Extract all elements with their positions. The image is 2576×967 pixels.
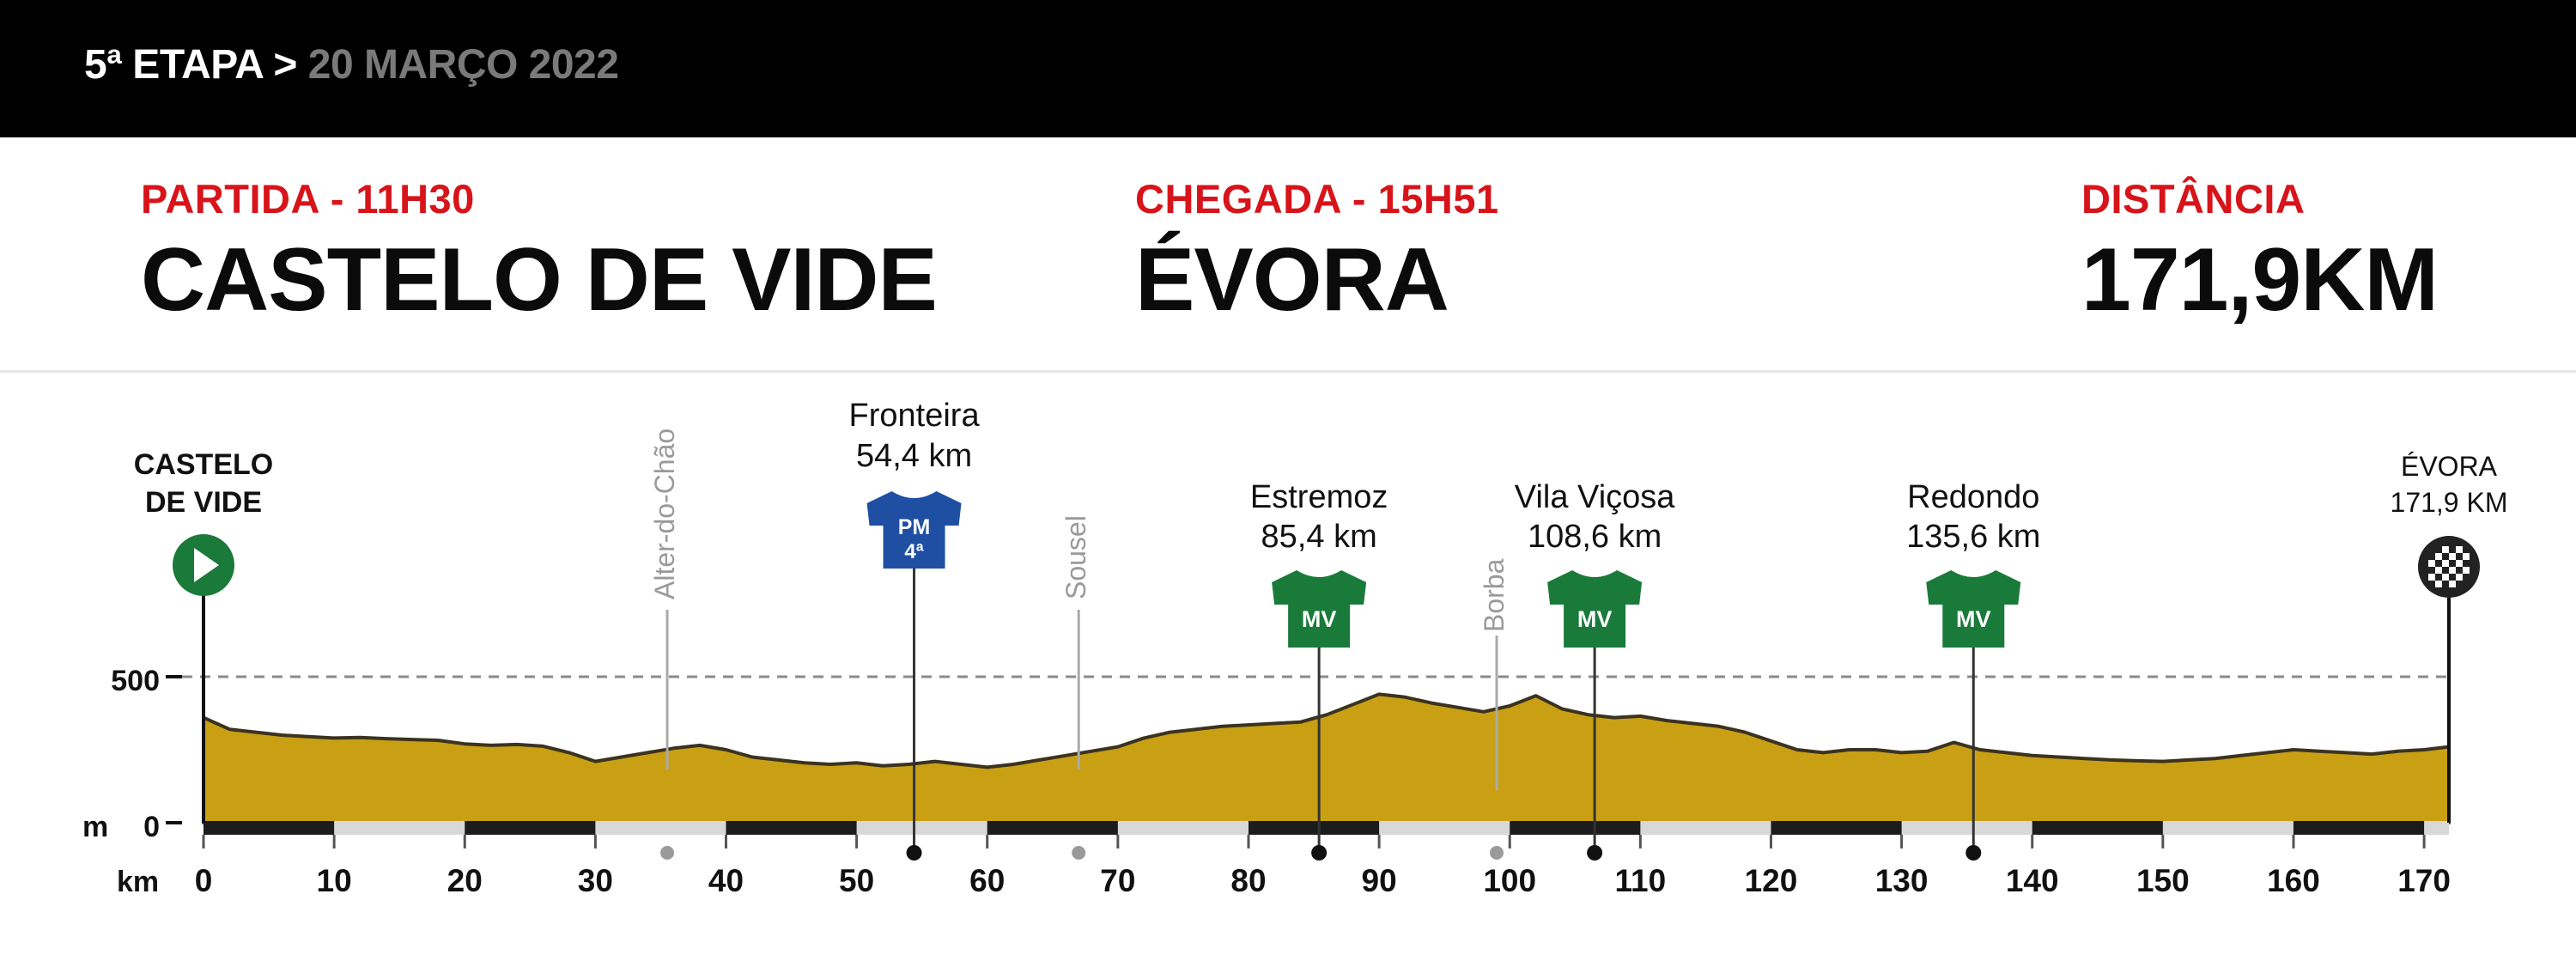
town-label: Alter-do-Chão [649,429,680,599]
sprint-jersey-icon: MV [1547,570,1643,648]
distance-bar-segment [1510,821,1641,835]
start-info: PARTIDA - 11H30 CASTELO DE VIDE [141,175,938,331]
distance-value: 171,9KM [2081,230,2439,330]
jersey-category: 4ª [904,540,923,563]
x-tick-label: 30 [578,863,613,898]
distance-bar-segment [2293,821,2425,835]
distance-bar-segment [465,821,596,835]
jersey-icon [1272,570,1367,648]
checkered-square [2435,581,2442,587]
checkered-square [2449,567,2456,574]
checkered-square [2463,567,2470,574]
checkpoint-dot [1587,845,1603,861]
checkered-square [2449,581,2456,587]
x-tick-label: 60 [969,863,1005,898]
checkered-square [2456,574,2463,581]
jersey-icon [1547,570,1643,648]
stage-date: 20 MARÇO 2022 [307,42,619,88]
town-marker-dot [660,846,675,860]
checkpoint-dot [1311,845,1327,861]
checkpoint-name: Fronteira [849,398,981,434]
x-tick-label: 120 [1745,863,1798,898]
x-tick-label: 50 [839,863,874,898]
checkpoint-km: 108,6 km [1528,519,1662,555]
section-divider [0,370,2576,373]
checkpoint-name: Vila Viçosa [1515,479,1675,515]
x-tick-label: 130 [1875,863,1929,898]
start-label: PARTIDA - 11H30 [141,176,475,222]
distance-label: DISTÂNCIA [2081,176,2306,222]
x-tick-label: 170 [2397,863,2451,898]
x-tick-label: 150 [2136,863,2190,898]
jersey-badge: MV [1577,606,1613,632]
checkered-square [2442,546,2449,553]
y-axis-unit: m [82,811,108,843]
finish-location: ÉVORA [1135,230,1449,330]
y-tick-label: 500 [111,665,160,697]
town-marker-dot [1490,846,1504,860]
x-tick-label: 90 [1362,863,1397,898]
checkered-square [2435,567,2442,574]
distance-bar-segment [1248,821,1380,835]
sprint-jersey-icon: MV [1272,570,1367,648]
x-tick-label: 0 [195,863,213,898]
x-axis-unit: km [117,866,159,898]
finish-label-line2: 171,9 KM [2391,487,2508,518]
distance-bar-segment [987,821,1118,835]
x-tick-label: 160 [2267,863,2320,898]
x-tick-label: 20 [447,863,483,898]
x-tick-label: 10 [317,863,352,898]
checkered-square [2442,560,2449,567]
elevation-area [202,692,2451,824]
finish-info: CHEGADA - 15H51 ÉVORA [1135,175,1499,331]
jersey-badge: MV [1302,606,1337,632]
elevation-profile-chart: m 0 500 km 0 10 20 30 40 50 60 70 80 90 100 110 120 130 14… [82,398,2508,898]
start-label-line2: DE VIDE [145,486,262,519]
header-bar: 5ª ETAPA > 20 MARÇO 2022 [0,0,2576,137]
town-label: Borba [1479,558,1510,632]
distance-bar-segment [204,821,335,835]
jersey-badge: PM [898,515,931,539]
start-label-line1: CASTELO [134,448,273,481]
checkpoint-km: 135,6 km [1906,519,2040,555]
checkpoint-dot [906,845,922,861]
jersey-badge: MV [1956,606,1991,632]
x-tick-label: 140 [2006,863,2059,898]
town-label: Sousel [1060,515,1091,599]
x-tick-label: 100 [1483,863,1536,898]
checkered-square [2428,560,2435,567]
checkered-square [2442,574,2449,581]
checkered-square [2463,553,2470,560]
x-tick-label: 40 [708,863,744,898]
x-tick-label: 70 [1100,863,1135,898]
distance-bar-segment [1771,821,1902,835]
checkered-square [2435,553,2442,560]
checkpoint-name: Estremoz [1250,479,1388,515]
distance-bar-segment [726,821,857,835]
checkered-square [2456,546,2463,553]
checkpoint-name: Redondo [1907,479,2039,515]
checkpoint-dot [1965,845,1982,861]
stage-number: 5ª ETAPA > [84,42,297,88]
finish-label-line1: ÉVORA [2401,451,2498,482]
x-tick-label: 110 [1615,863,1667,898]
distance-info: DISTÂNCIA 171,9KM [2081,175,2439,331]
x-tick-label: 80 [1230,863,1266,898]
checkered-square [2456,560,2463,567]
finish-label: CHEGADA - 15H51 [1135,176,1499,222]
jersey-icon [1926,570,2021,648]
town-marker-dot [1072,846,1086,860]
jersey-icon [866,491,962,569]
y-tick-label: 0 [143,811,160,843]
checkered-square [2449,553,2456,560]
start-location: CASTELO DE VIDE [141,230,938,330]
checkered-square [2428,574,2435,581]
stage-title: 5ª ETAPA > 20 MARÇO 2022 [84,41,619,88]
distance-bar-segment [2032,821,2163,835]
sprint-jersey-icon: MV [1926,570,2021,648]
checkpoint-km: 54,4 km [856,438,972,474]
checkpoint-km: 85,4 km [1261,519,1377,555]
play-icon [194,548,219,582]
